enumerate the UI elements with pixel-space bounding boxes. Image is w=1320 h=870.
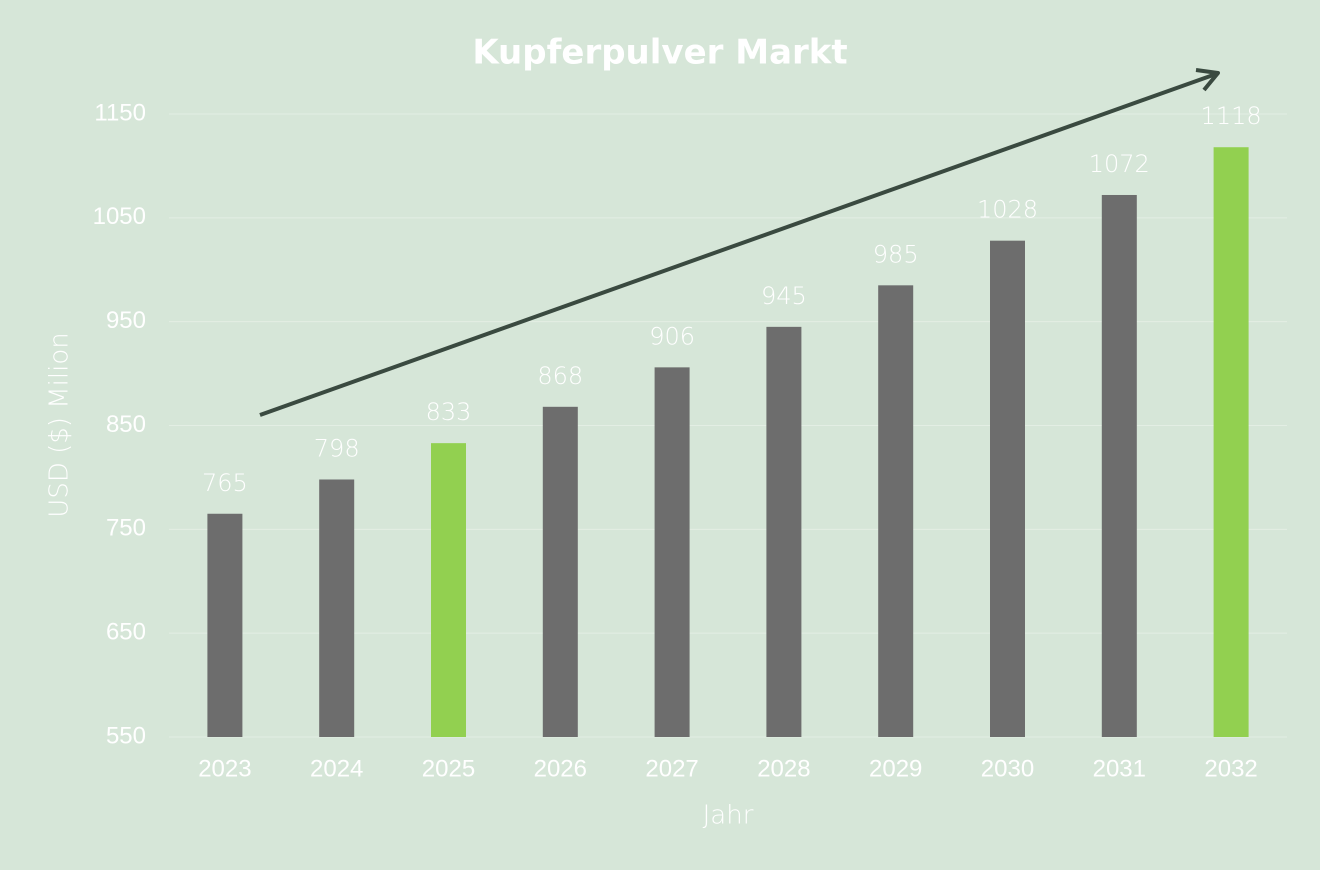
y-tick-label: 550	[106, 722, 146, 749]
bar	[990, 240, 1025, 737]
trend-line	[259, 72, 1217, 417]
bar	[207, 513, 243, 737]
chart-title: Kupferpulver Markt	[472, 33, 847, 73]
bar	[878, 285, 914, 737]
bar	[431, 443, 466, 737]
y-tick-label: 750	[106, 515, 146, 542]
value-label: 1118	[1201, 102, 1262, 130]
x-tick-label: 2030	[981, 755, 1034, 782]
x-tick-label: 2024	[310, 755, 363, 782]
arrow-head	[1195, 68, 1220, 92]
x-tick-label: 2032	[1204, 755, 1257, 782]
x-tick-label: 2027	[645, 755, 698, 782]
x-tick-label: 2031	[1093, 755, 1146, 782]
marks: 2023 765 2024 798 2025 833 2026 868 2027 906 2028 9…	[198, 102, 1261, 782]
value-label: 945	[761, 282, 807, 310]
y-tick-label: 850	[106, 411, 146, 438]
y-tick-label: 650	[106, 619, 146, 646]
x-tick-label: 2028	[757, 755, 810, 782]
y-axis-label: USD ($) Milion	[45, 332, 75, 517]
bar	[542, 406, 578, 737]
value-label: 1028	[977, 196, 1038, 224]
bar	[766, 326, 802, 737]
value-label: 868	[537, 362, 583, 390]
x-tick-label: 2025	[422, 755, 475, 782]
trend-arrow	[259, 68, 1220, 417]
y-tick-label: 950	[106, 307, 146, 334]
bar	[1101, 194, 1137, 738]
x-tick-label: 2029	[869, 755, 922, 782]
value-label: 906	[649, 322, 695, 350]
x-axis-label: Jahr	[703, 801, 754, 831]
value-label: 985	[873, 240, 919, 268]
bar	[1213, 147, 1249, 737]
grid: 550 650 750 850 950 1050 1150	[93, 99, 1287, 749]
x-tick-label: 2023	[198, 755, 251, 782]
value-label: 798	[314, 434, 360, 462]
bar	[654, 367, 690, 737]
x-tick-label: 2026	[534, 755, 587, 782]
value-label: 1072	[1089, 150, 1150, 178]
value-label: 833	[426, 398, 472, 426]
y-tick-label: 1150	[94, 99, 146, 126]
value-label: 765	[202, 469, 248, 497]
bar	[319, 479, 355, 737]
y-tick-label: 1050	[93, 203, 146, 230]
